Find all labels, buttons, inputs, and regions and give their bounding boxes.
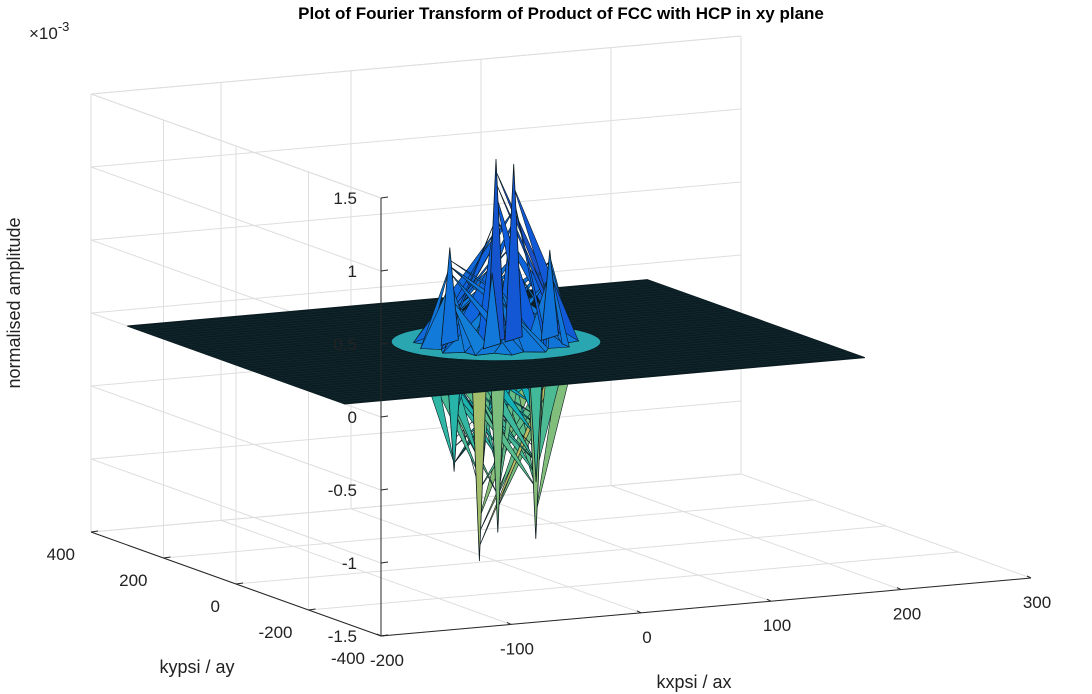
surface-mesh-line: [165, 293, 686, 340]
z-tick-label: 1: [348, 262, 357, 281]
surface-mesh-line: [339, 355, 860, 403]
x-tick-label: -100: [500, 639, 534, 658]
z-tick-label: -1.5: [328, 627, 357, 646]
x-tick-label: 0: [642, 628, 651, 647]
surface-mesh-line: [154, 289, 675, 336]
z-tick-label: -0.5: [328, 481, 357, 500]
y-tick-label: 0: [211, 597, 220, 616]
z-tick-label: 0.5: [333, 335, 357, 354]
x-tick-mark: [506, 621, 512, 625]
x-tick-label: 200: [893, 605, 921, 624]
tick-labels: -1.5 -1 -0.5 0 0.5 1 1.5 -200 -100 0 100 200 300 -400…: [47, 189, 1052, 670]
surface-peak-positive: [440, 247, 459, 346]
z-tick-mark: [380, 196, 389, 199]
z-tick-mark: [380, 415, 389, 418]
grid-line-z-back: [90, 108, 742, 168]
surface-mesh-line: [148, 287, 670, 334]
grid-line-y-floor: [235, 525, 887, 585]
grid-line-z-back: [90, 181, 742, 241]
z-exponent: ×10-3: [29, 19, 69, 43]
chart-title: Plot of Fourier Transform of Product of …: [298, 4, 824, 23]
grid-line-y-floor: [308, 551, 959, 611]
x-axis-label: kxpsi / ax: [656, 672, 731, 692]
y-tick-mark: [308, 608, 316, 611]
surface-mesh-line: [317, 347, 838, 395]
surface-peak-positive: [504, 163, 523, 343]
x-tick-mark: [896, 587, 902, 591]
surface-mesh-line: [284, 336, 805, 383]
surface-facet-positive: [549, 266, 570, 348]
y-axis-label: kypsi / ay: [159, 657, 234, 677]
box-edge: [90, 93, 382, 199]
surface-mesh-line: [312, 345, 833, 393]
y-tick-mark: [235, 582, 244, 585]
z-tick-mark: [380, 488, 389, 491]
y-tick-mark: [163, 556, 171, 559]
surface-mesh-line: [159, 291, 680, 338]
surface-peak-positive: [540, 249, 559, 341]
surface-mesh-line: [132, 281, 653, 329]
grid: [90, 35, 1032, 637]
grid-line-z-back: [90, 400, 742, 460]
surface-positive-lobes: [413, 158, 579, 356]
x-tick-mark: [636, 610, 642, 614]
y-tick-mark: [380, 634, 389, 637]
z-axis-label: normalised amplitude: [4, 217, 24, 388]
z-tick-mark: [380, 342, 389, 345]
z-tick-mark: [380, 269, 389, 272]
grid-line-y-floor: [163, 499, 814, 559]
z-tick-label: 1.5: [333, 189, 357, 208]
y-tick-label: -200: [258, 623, 292, 642]
surface-peak-positive: [482, 272, 502, 350]
surface-mesh-line: [306, 343, 827, 391]
x-tick-mark: [766, 598, 772, 602]
y-tick-mark: [90, 530, 99, 533]
surface-mesh-line: [322, 349, 844, 397]
surface-mesh-line: [138, 283, 659, 331]
surface-mesh-line: [333, 353, 854, 401]
axes: [90, 196, 1032, 637]
y-tick-label: 200: [119, 571, 147, 590]
z-exponent-power: -3: [58, 19, 70, 34]
surface-mesh-line: [295, 339, 816, 387]
x-tick-mark: [376, 633, 382, 637]
z-exponent-base: ×10: [29, 24, 58, 43]
x-tick-mark: [1026, 575, 1032, 579]
x-tick-label: 100: [763, 616, 791, 635]
x-tick-label: 300: [1023, 593, 1051, 612]
x-axis-line: [380, 577, 1032, 637]
x-tick-label: -200: [370, 651, 404, 670]
grid-line-y-floor: [90, 473, 742, 533]
grid-line-z-back: [90, 254, 742, 314]
z-tick-mark: [380, 561, 389, 564]
y-tick-label: 400: [47, 545, 75, 564]
surface-mesh-line: [143, 285, 664, 333]
surface-mesh-line: [301, 341, 822, 389]
y-tick-label: -400: [331, 649, 365, 668]
surface-mesh-line: [290, 337, 811, 385]
surface-mesh-line: [328, 351, 849, 399]
z-tick-label: 0: [348, 408, 357, 427]
z-tick-label: -1: [342, 554, 357, 573]
box-edge: [90, 35, 742, 95]
